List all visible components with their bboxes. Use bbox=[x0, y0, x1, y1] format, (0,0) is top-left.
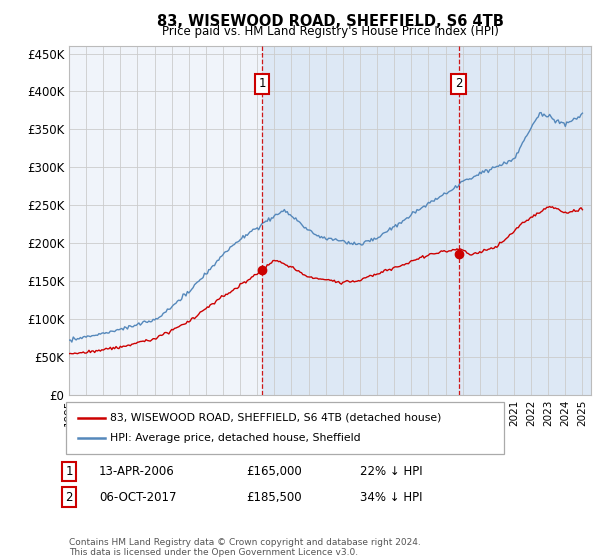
Text: 83, WISEWOOD ROAD, SHEFFIELD, S6 4TB (detached house): 83, WISEWOOD ROAD, SHEFFIELD, S6 4TB (de… bbox=[110, 413, 441, 423]
Text: HPI: Average price, detached house, Sheffield: HPI: Average price, detached house, Shef… bbox=[110, 433, 361, 443]
Text: 1: 1 bbox=[259, 77, 266, 90]
Text: 2: 2 bbox=[65, 491, 73, 504]
Text: Contains HM Land Registry data © Crown copyright and database right 2024.
This d: Contains HM Land Registry data © Crown c… bbox=[69, 538, 421, 557]
Text: 1: 1 bbox=[65, 465, 73, 478]
Text: 83, WISEWOOD ROAD, SHEFFIELD, S6 4TB: 83, WISEWOOD ROAD, SHEFFIELD, S6 4TB bbox=[157, 14, 503, 29]
Text: 13-APR-2006: 13-APR-2006 bbox=[99, 465, 175, 478]
Text: Price paid vs. HM Land Registry's House Price Index (HPI): Price paid vs. HM Land Registry's House … bbox=[161, 25, 499, 38]
Text: 22% ↓ HPI: 22% ↓ HPI bbox=[360, 465, 422, 478]
Text: £165,000: £165,000 bbox=[246, 465, 302, 478]
Text: 34% ↓ HPI: 34% ↓ HPI bbox=[360, 491, 422, 504]
Text: 2: 2 bbox=[455, 77, 462, 90]
Text: 06-OCT-2017: 06-OCT-2017 bbox=[99, 491, 176, 504]
Bar bbox=[262, 46, 591, 395]
Text: £185,500: £185,500 bbox=[246, 491, 302, 504]
